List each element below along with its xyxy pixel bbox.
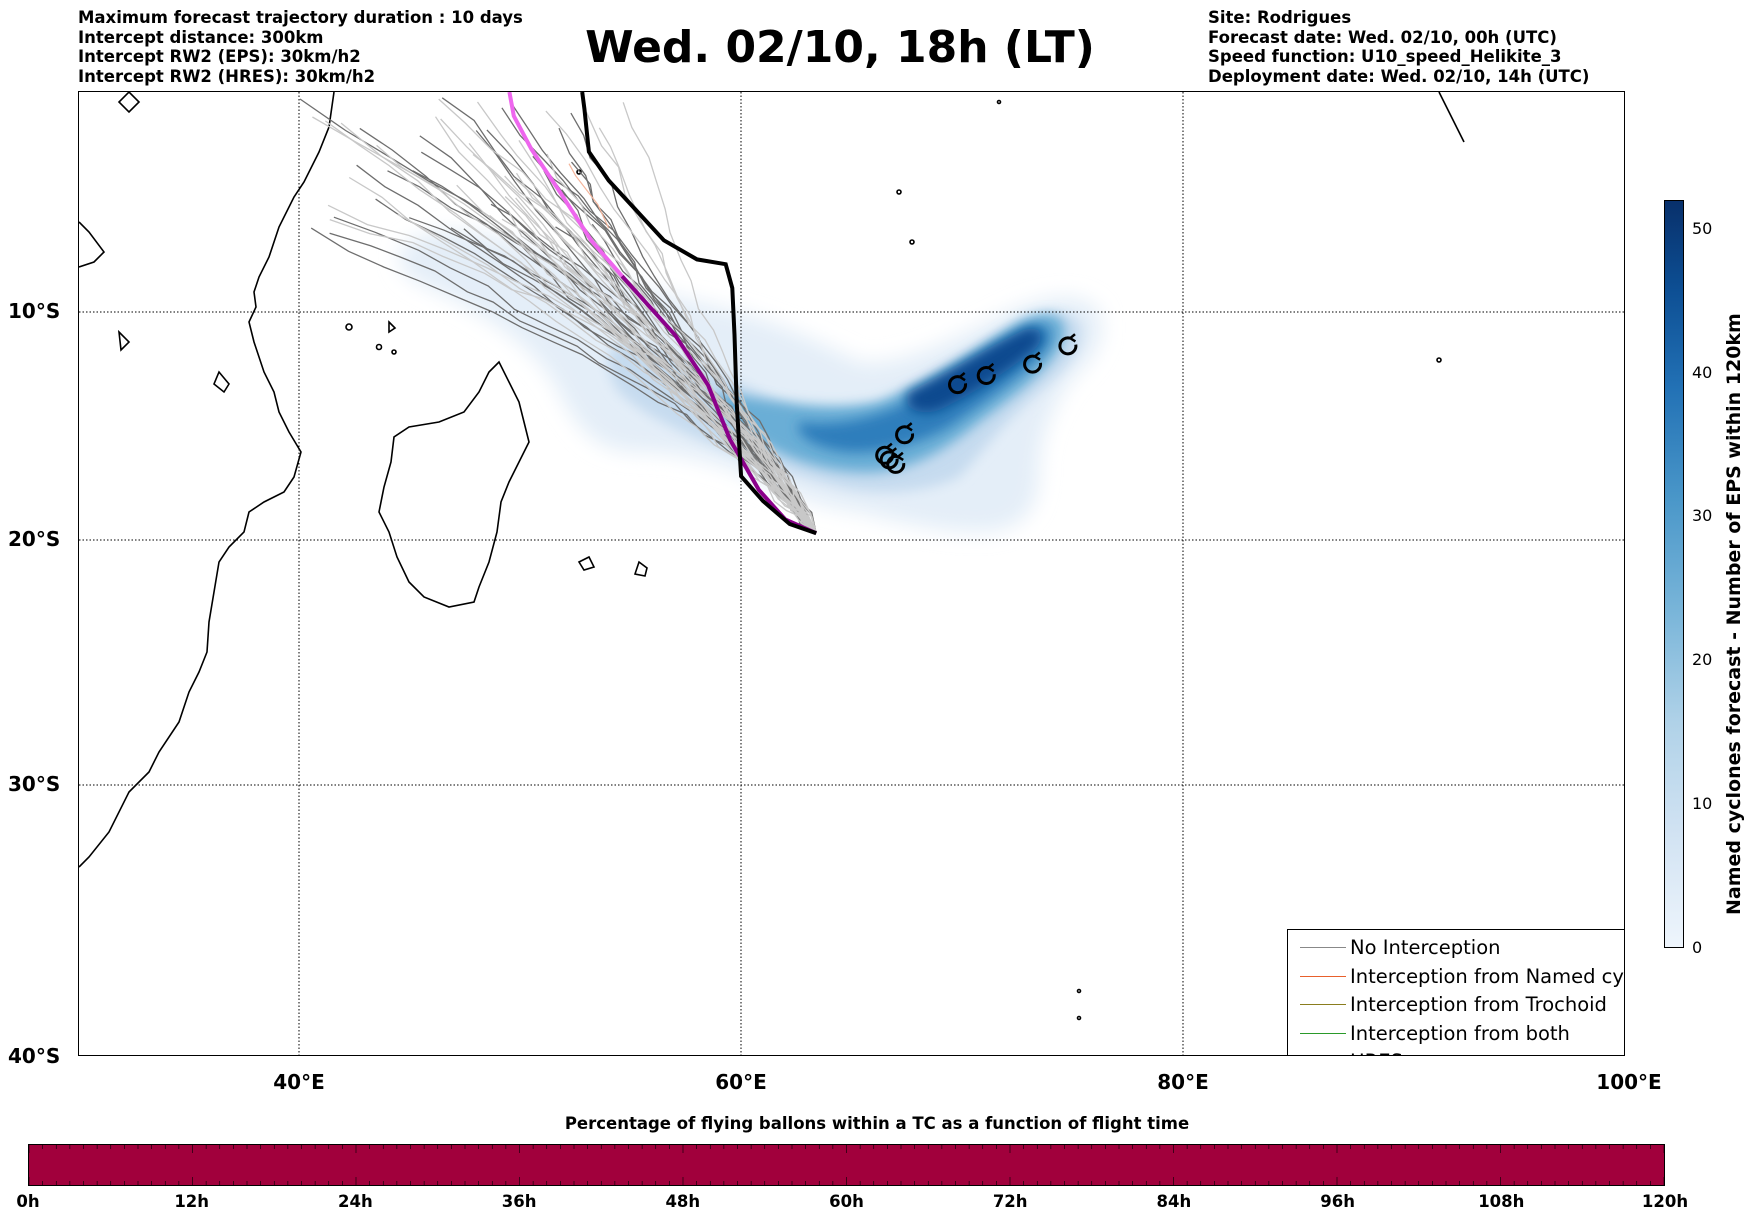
tc-observations — [875, 333, 1078, 474]
ensemble-trajectory — [438, 98, 817, 534]
page-title: Wed. 02/10, 18h (LT) — [585, 22, 1095, 73]
legend-label: Interception from Named cyclone — [1350, 964, 1624, 988]
coastlines — [79, 92, 1465, 1021]
legend-label: No Interception — [1350, 936, 1501, 959]
legend-swatch — [1300, 947, 1346, 949]
ensemble-trajectory — [333, 216, 817, 534]
lon-label: 80°E — [1157, 1070, 1209, 1094]
map-canvas — [79, 92, 1624, 1055]
legend-swatch — [1300, 1004, 1346, 1006]
named-cyclone-interception-trajectory — [568, 163, 610, 229]
legend-item: Interception from both — [1288, 1020, 1624, 1048]
timebar-ticks — [28, 1145, 1665, 1185]
colorbar-tick-label: 10 — [1692, 794, 1713, 814]
tc-observation-icon — [895, 422, 915, 445]
timebar-tick-label: 108h — [1478, 1192, 1525, 1211]
header-right-info: Site: Rodrigues Forecast date: Wed. 02/1… — [1208, 8, 1589, 86]
header-left-line: Maximum forecast trajectory duration : 1… — [78, 8, 523, 27]
timebar-tick-label: 60h — [829, 1192, 864, 1211]
ensemble-trajectory — [515, 172, 817, 534]
timebar-tick-label: 48h — [665, 1192, 701, 1211]
header-right-line: Site: Rodrigues — [1208, 8, 1352, 27]
map-panel[interactable]: No Interception Interception from Named c… — [78, 91, 1625, 1056]
colorbar-tick-label: 50 — [1692, 218, 1713, 238]
timebar-tick-label: 72h — [992, 1192, 1028, 1211]
highlight-tracks — [507, 92, 818, 536]
ensemble-trajectory — [532, 155, 817, 534]
lon-label: 60°E — [715, 1070, 767, 1094]
timebar-tick-label: 12h — [174, 1192, 210, 1211]
legend-swatch — [1300, 975, 1346, 977]
ensemble-trajectory — [501, 218, 817, 534]
header-left-line: Intercept RW2 (EPS): 30km/h2 — [78, 47, 361, 66]
flight-time-bar — [28, 1144, 1665, 1186]
lat-label: 30°S — [8, 772, 61, 796]
legend-item: Interception from Trochoid — [1288, 991, 1624, 1019]
lat-label: 20°S — [8, 527, 61, 551]
lat-label: 10°S — [8, 299, 61, 323]
tc-observation-icon — [976, 362, 996, 385]
density-colorbar — [1664, 200, 1684, 948]
analysis-track — [580, 92, 817, 536]
tc-observation-icon — [1023, 351, 1043, 374]
timebar-tick-label: 0h — [16, 1192, 40, 1211]
legend-item: No Interception — [1288, 934, 1624, 962]
timebar-tick-label: 36h — [501, 1192, 537, 1211]
legend-label: Interception from Trochoid — [1350, 993, 1607, 1017]
ensemble-trajectory — [489, 214, 817, 534]
tc-observation-icon — [948, 371, 967, 395]
ensemble-trajectory — [598, 127, 817, 534]
ensemble-trajectory — [504, 196, 817, 534]
lon-label: 100°E — [1596, 1070, 1662, 1094]
tc-observation-icon — [879, 447, 899, 470]
map-grid — [79, 92, 1624, 1055]
ensemble-trajectory — [329, 218, 817, 534]
colorbar-tick-label: 30 — [1692, 506, 1713, 526]
header-left-line: Intercept distance: 300km — [78, 27, 324, 47]
lat-label: 40°S — [8, 1044, 61, 1068]
ensemble-trajectory — [348, 176, 817, 534]
colorbar-tick-label: 0 — [1692, 938, 1703, 957]
ensemble-trajectory — [340, 122, 817, 534]
header-left-info: Maximum forecast trajectory duration : 1… — [78, 8, 523, 86]
legend-swatch — [1300, 1033, 1346, 1035]
ensemble-trajectory — [545, 110, 817, 534]
ensemble-trajectory — [468, 142, 817, 534]
header-left-line: Intercept RW2 (HRES): 30km/h2 — [78, 66, 376, 86]
hres-track-extended — [507, 92, 624, 278]
header-right-line: Forecast date: Wed. 02/10, 00h (UTC) — [1208, 27, 1557, 47]
timebar-tick-label: 96h — [1320, 1192, 1355, 1211]
header-right-line: Deployment date: Wed. 02/10, 14h (UTC) — [1208, 66, 1590, 86]
tc-observation-icon — [1058, 333, 1078, 356]
trajectory-layer — [299, 97, 817, 534]
lon-label: 40°E — [273, 1070, 325, 1094]
ensemble-trajectory — [515, 197, 817, 534]
timebar-tick-label: 120h — [1641, 1192, 1689, 1211]
legend-label: Interception from both — [1350, 1021, 1570, 1045]
colorbar-title: Named cyclones forecast - Number of EPS … — [1723, 313, 1745, 915]
colorbar-tick-label: 40 — [1692, 362, 1713, 382]
timebar-title: Percentage of flying ballons within a TC… — [564, 1114, 1190, 1133]
map-legend: No Interception Interception from Named c… — [1287, 929, 1624, 1055]
ensemble-trajectory — [397, 213, 817, 534]
colorbar-tick-label: 20 — [1692, 650, 1713, 670]
legend-item: HRES — [1288, 1048, 1624, 1055]
timebar-tick-label: 84h — [1156, 1192, 1192, 1211]
header-right-line: Speed function: U10_speed_Helikite_3 — [1208, 47, 1562, 66]
timebar-tick-label: 24h — [338, 1192, 373, 1211]
tc-observation-icon — [886, 451, 906, 474]
legend-item: Interception from Named cyclone — [1288, 963, 1624, 991]
legend-label: HRES — [1350, 1050, 1403, 1055]
